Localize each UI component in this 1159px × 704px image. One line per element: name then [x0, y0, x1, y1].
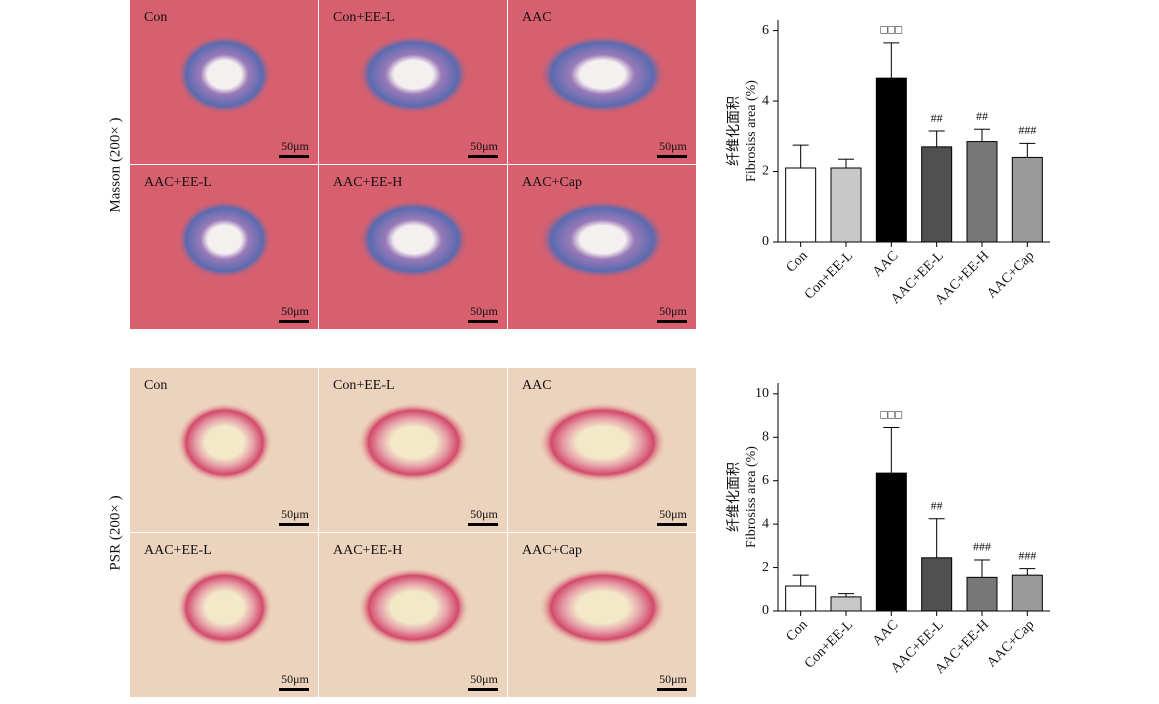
significance-label: ## — [931, 498, 943, 512]
bar — [875, 77, 907, 243]
scale-bar — [657, 688, 687, 691]
y-tick-label: 4 — [762, 516, 769, 531]
vessel — [357, 567, 470, 648]
scale-bar-label: 50μm — [281, 507, 309, 521]
significance-label: □□□ — [880, 407, 902, 421]
vessel — [176, 34, 273, 115]
bar — [785, 585, 817, 612]
scale-bar — [279, 320, 309, 323]
scale-bar — [468, 320, 498, 323]
scale-bar — [279, 155, 309, 158]
y-tick-label: 2 — [762, 164, 769, 179]
bar — [1011, 574, 1043, 612]
x-tick-label: Con+EE-L — [802, 248, 856, 302]
y-axis-label: Fibrosiss area (%) — [744, 446, 759, 548]
vessel — [176, 567, 273, 648]
scale-bar-label: 50μm — [659, 139, 687, 153]
panel-label: Con+EE-L — [333, 10, 395, 25]
x-tick-label: AAC+Cap — [984, 248, 1037, 301]
scale-bar — [468, 155, 498, 158]
y-axis-label: Fibrosiss area (%) — [744, 80, 759, 182]
scale-bar — [279, 688, 309, 691]
scale-bar — [279, 523, 309, 526]
scale-bar-label: 50μm — [281, 672, 309, 686]
y-tick-label: 4 — [762, 93, 769, 108]
y-tick-label: 6 — [762, 23, 769, 38]
panel-label: Con+EE-L — [333, 378, 395, 393]
bar — [966, 576, 998, 612]
scale-bar — [468, 523, 498, 526]
scale-bar-label: 50μm — [659, 507, 687, 521]
panel-label: AAC+EE-H — [333, 175, 402, 190]
panel-label: AAC — [522, 10, 552, 25]
scale-bar — [657, 523, 687, 526]
row-label: Masson (200× ) — [107, 117, 123, 212]
scale-bar-label: 50μm — [470, 507, 498, 521]
panel-label: AAC+Cap — [522, 543, 582, 558]
vessel — [538, 199, 667, 280]
x-tick-label: AAC — [870, 248, 902, 280]
scale-bar-label: 50μm — [659, 304, 687, 318]
panel-label: AAC+EE-L — [144, 175, 212, 190]
bar — [966, 141, 998, 243]
x-tick-label: AAC — [870, 617, 902, 649]
bar — [830, 167, 862, 243]
x-tick-label: AAC+Cap — [984, 617, 1037, 670]
row-label: PSR (200× ) — [107, 495, 123, 570]
bar — [830, 596, 862, 612]
y-axis-label: 纤维化面积 — [726, 96, 742, 166]
significance-label: ### — [1018, 123, 1036, 137]
panel-label: AAC+EE-H — [333, 543, 402, 558]
scale-bar-label: 50μm — [470, 139, 498, 153]
x-tick-label: Con — [784, 248, 811, 275]
vessel — [357, 34, 470, 115]
vessel — [357, 402, 470, 483]
panel-label: Con — [144, 10, 167, 25]
significance-label: ### — [973, 540, 991, 554]
scale-bar-label: 50μm — [281, 139, 309, 153]
significance-label: ## — [931, 111, 943, 125]
significance-label: ### — [1018, 548, 1036, 562]
y-tick-label: 2 — [762, 560, 769, 575]
scale-bar-label: 50μm — [281, 304, 309, 318]
x-tick-label: Con+EE-L — [802, 617, 856, 671]
x-tick-label: Con — [784, 617, 811, 644]
panel-label: AAC+Cap — [522, 175, 582, 190]
vessel — [538, 34, 667, 115]
y-tick-label: 0 — [762, 234, 769, 249]
y-tick-label: 8 — [762, 430, 769, 445]
vessel — [176, 199, 273, 280]
significance-label: ## — [976, 109, 988, 123]
vessel — [176, 402, 273, 483]
bar — [785, 167, 817, 243]
panel-label: AAC+EE-L — [144, 543, 212, 558]
bar — [921, 557, 953, 612]
panel-label: Con — [144, 378, 167, 393]
panel-label: AAC — [522, 378, 552, 393]
vessel — [357, 199, 470, 280]
vessel — [538, 402, 667, 483]
scale-bar — [657, 155, 687, 158]
scale-bar-label: 50μm — [470, 672, 498, 686]
vessel — [538, 567, 667, 648]
y-tick-label: 10 — [755, 386, 769, 401]
scale-bar — [468, 688, 498, 691]
bar — [1011, 156, 1043, 243]
bar — [875, 472, 907, 612]
scale-bar-label: 50μm — [659, 672, 687, 686]
y-tick-label: 6 — [762, 473, 769, 488]
scale-bar — [657, 320, 687, 323]
y-tick-label: 0 — [762, 603, 769, 618]
scale-bar-label: 50μm — [470, 304, 498, 318]
bar — [921, 146, 953, 243]
significance-label: □□□ — [880, 23, 902, 37]
y-axis-label: 纤维化面积 — [726, 462, 742, 532]
